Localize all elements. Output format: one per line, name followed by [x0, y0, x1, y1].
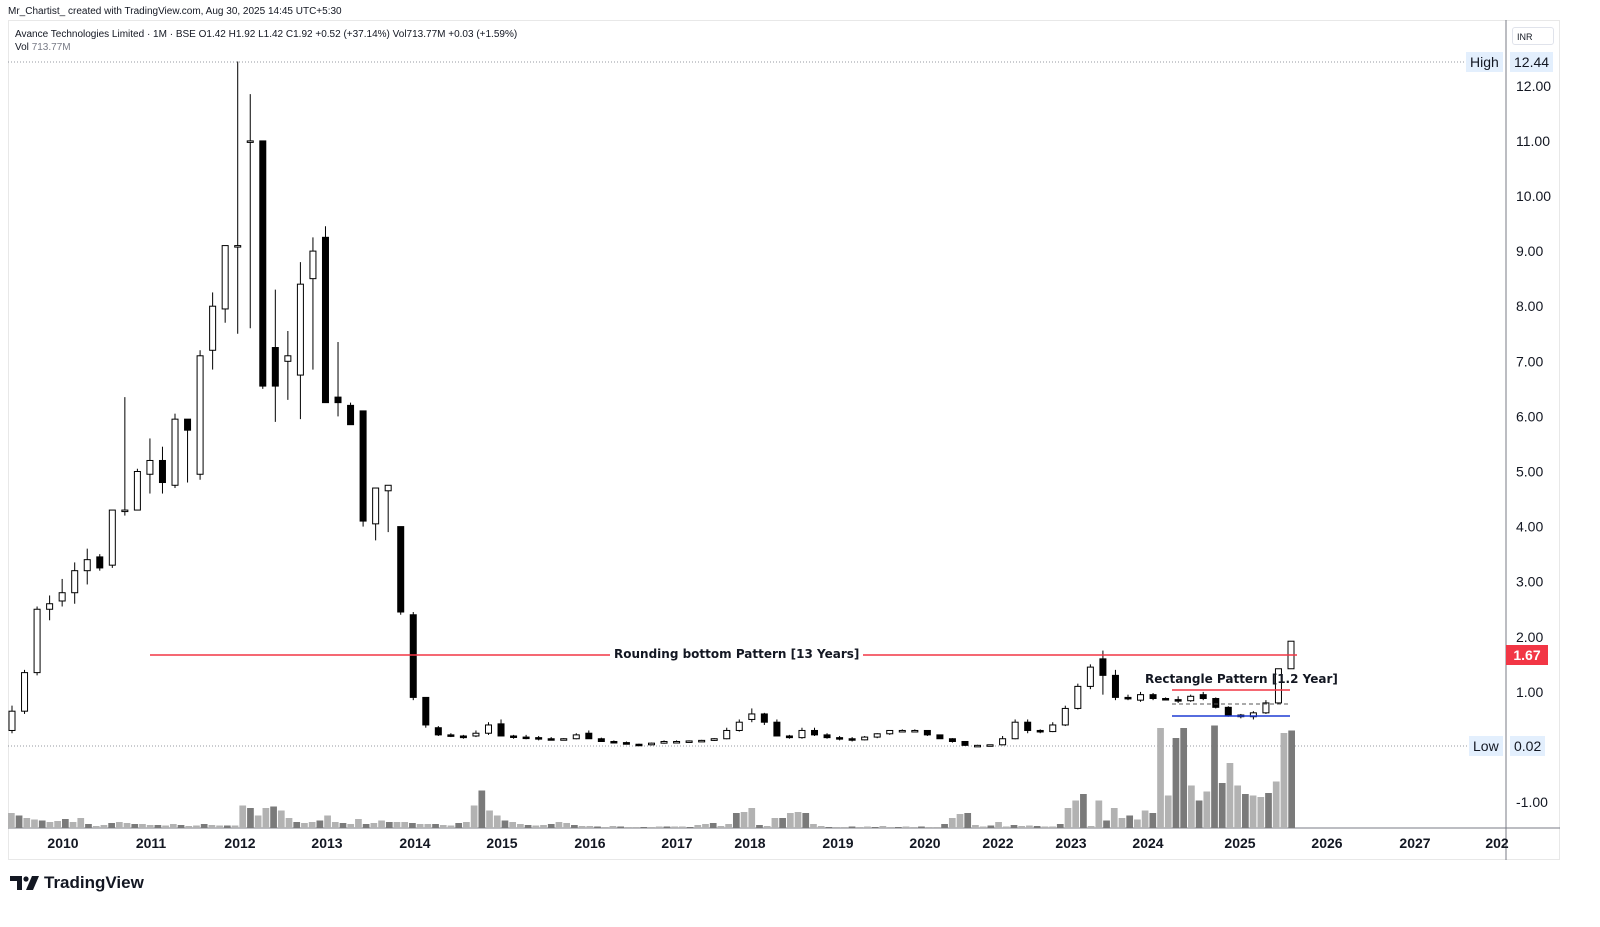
symbol-legend: Avance Technologies Limited · 1M · BSE O…: [15, 28, 517, 54]
low-value: 0.02: [1510, 736, 1546, 756]
x-tick-label: 2027: [1399, 835, 1430, 851]
y-tick-label: 9.00: [1516, 243, 1543, 259]
x-tick-label: 2024: [1132, 835, 1163, 851]
x-tick-label: 202: [1485, 835, 1509, 851]
x-tick-label: 2012: [224, 835, 255, 851]
x-tick-label: 2025: [1224, 835, 1255, 851]
currency-button[interactable]: INR: [1512, 27, 1554, 45]
x-tick-label: 2022: [982, 835, 1013, 851]
vol-value: 713.77M: [31, 42, 71, 53]
low-label: Low: [1469, 736, 1503, 756]
chart-frame: [8, 20, 1560, 860]
vol-label: Vol: [15, 42, 29, 53]
y-tick-label: 4.00: [1516, 519, 1543, 535]
y-tick-label: -1.00: [1516, 794, 1548, 810]
y-tick-label: 6.00: [1516, 408, 1543, 424]
high-label: High: [1466, 52, 1503, 72]
y-tick-label: 2.00: [1516, 629, 1543, 645]
y-tick-label: 1.00: [1516, 684, 1543, 700]
x-tick-label: 2018: [734, 835, 765, 851]
y-tick-label: 12.00: [1516, 78, 1551, 94]
y-tick-label: 10.00: [1516, 188, 1551, 204]
tradingview-logo-icon: [10, 876, 39, 890]
x-tick-label: 2026: [1311, 835, 1342, 851]
y-tick-label: 7.00: [1516, 353, 1543, 369]
x-tick-label: 2014: [399, 835, 430, 851]
x-tick-label: 2013: [311, 835, 342, 851]
tradingview-logo[interactable]: TradingView: [10, 873, 144, 893]
x-tick-label: 2020: [909, 835, 940, 851]
x-tick-label: 2019: [822, 835, 853, 851]
x-tick-label: 2023: [1055, 835, 1086, 851]
y-tick-label: 5.00: [1516, 464, 1543, 480]
ohlc-legend: Avance Technologies Limited · 1M · BSE O…: [15, 29, 518, 40]
y-tick-label: 8.00: [1516, 298, 1543, 314]
high-value: 12.44: [1510, 52, 1554, 72]
y-tick-label: 11.00: [1516, 133, 1550, 149]
x-tick-label: 2016: [574, 835, 605, 851]
x-tick-label: 2017: [661, 835, 692, 851]
x-tick-label: 2010: [47, 835, 78, 851]
y-tick-label: 3.00: [1516, 574, 1543, 590]
x-tick-label: 2011: [136, 835, 167, 851]
attribution-text: Mr_Chartist_ created with TradingView.co…: [8, 6, 342, 17]
volume-legend: Vol 713.77M: [15, 41, 517, 54]
last-price-tag: 1.67: [1506, 645, 1548, 665]
tradingview-logo-text: TradingView: [44, 873, 144, 892]
rectangle-pattern-label: Rectangle Pattern [1.2 Year]: [1145, 672, 1338, 686]
rounding-bottom-label: Rounding bottom Pattern [13 Years]: [610, 647, 864, 661]
x-tick-label: 2015: [486, 835, 517, 851]
